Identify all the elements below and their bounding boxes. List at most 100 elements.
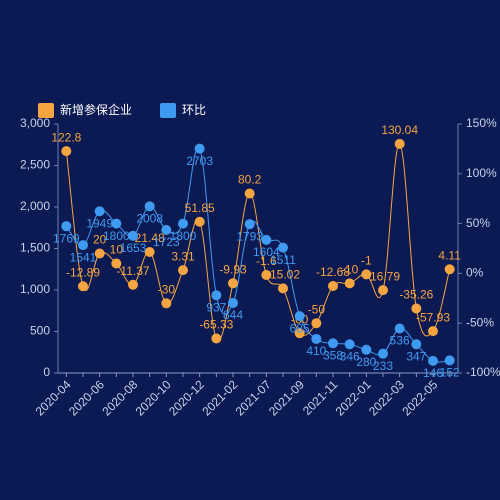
point — [294, 311, 305, 322]
point — [428, 355, 438, 366]
y-tick-label: 2,000 — [20, 199, 50, 213]
data-label: 10 — [110, 243, 124, 257]
point — [111, 218, 122, 229]
point — [361, 269, 372, 280]
legend-swatch — [160, 103, 177, 118]
point — [311, 333, 322, 344]
point — [211, 290, 222, 301]
point — [144, 201, 155, 212]
point — [178, 265, 188, 276]
data-label: 80.2 — [238, 173, 262, 187]
data-label: 1800 — [170, 229, 197, 243]
data-label: -65.33 — [199, 318, 233, 332]
point — [411, 339, 422, 350]
point — [344, 339, 355, 350]
point — [161, 298, 172, 309]
point — [228, 278, 238, 289]
data-label: 1541 — [70, 250, 97, 264]
point — [278, 283, 288, 294]
data-label: -12.89 — [66, 265, 100, 279]
y2-tick-label: 50% — [466, 216, 490, 230]
point — [444, 355, 455, 366]
data-label: 1949 — [86, 216, 113, 230]
data-label: -11.37 — [116, 264, 149, 278]
point — [378, 285, 388, 296]
data-label: -1 — [361, 254, 372, 268]
data-label: 146 — [423, 366, 443, 380]
y-tick-label: 500 — [30, 324, 50, 338]
data-label: 21.48 — [135, 231, 165, 245]
point — [428, 326, 438, 337]
data-label: -12.68 — [316, 265, 350, 279]
data-label: 4.11 — [438, 248, 461, 262]
data-label: 122.8 — [51, 130, 81, 144]
point — [311, 318, 322, 329]
data-label: 2008 — [136, 212, 163, 226]
point — [261, 269, 272, 280]
data-label: 410 — [306, 344, 326, 358]
point — [94, 206, 105, 217]
data-label: 1723 — [153, 235, 180, 249]
point — [328, 338, 338, 349]
data-label: 844 — [223, 308, 243, 322]
data-label: -57.93 — [416, 310, 450, 324]
y2-tick-label: 100% — [466, 166, 497, 180]
point — [61, 221, 72, 232]
data-label: 347 — [406, 349, 426, 363]
data-label: 1800 — [103, 229, 130, 243]
x-tick-label: 2022-05 — [399, 377, 440, 418]
point — [161, 224, 172, 235]
point — [178, 218, 188, 229]
y2-tick-label: -50% — [466, 315, 494, 329]
data-label: 1769 — [53, 231, 80, 245]
data-label: 130.04 — [381, 123, 418, 137]
point — [111, 258, 122, 269]
data-label: 346 — [340, 349, 360, 363]
y2-tick-label: 150% — [466, 116, 497, 130]
point — [328, 281, 338, 292]
x-tick-label: 2021-07 — [233, 377, 274, 418]
y-tick-label: 2,500 — [20, 158, 50, 172]
x-tick-label: 2020-12 — [166, 377, 207, 418]
point — [78, 281, 88, 292]
data-label: 685 — [290, 321, 310, 335]
point — [78, 240, 88, 251]
x-tick-label: 2020-10 — [133, 377, 174, 418]
data-label: 3.31 — [171, 249, 195, 263]
point — [261, 234, 272, 245]
point — [194, 216, 205, 227]
data-label: 1653 — [120, 241, 147, 255]
data-label: -15.02 — [266, 268, 300, 282]
point — [294, 328, 305, 339]
legend-label: 新增参保企业 — [60, 102, 132, 117]
point — [211, 333, 222, 344]
point — [244, 219, 255, 230]
point — [361, 344, 372, 355]
data-label: -9.93 — [219, 262, 247, 276]
point — [394, 138, 405, 149]
data-label: -50 — [308, 302, 326, 316]
point — [444, 264, 455, 275]
point — [128, 230, 138, 241]
x-tick-label: 2022-01 — [333, 377, 374, 418]
data-label: -35.26 — [399, 288, 433, 302]
y-tick-label: 1,000 — [20, 282, 50, 296]
legend-label: 环比 — [182, 103, 206, 117]
y2-tick-label: -100% — [466, 365, 500, 379]
point — [378, 348, 388, 359]
point — [278, 242, 288, 253]
legend-swatch — [38, 103, 54, 118]
point — [411, 303, 422, 314]
point — [228, 297, 238, 308]
data-label: -16.79 — [366, 269, 400, 283]
y-tick-label: 0 — [43, 365, 50, 379]
data-label: 20 — [93, 233, 107, 247]
point — [394, 323, 405, 334]
data-label: -10 — [341, 263, 359, 277]
y2-tick-label: 0% — [466, 266, 484, 280]
data-label: 280 — [356, 355, 376, 369]
data-label: 536 — [390, 334, 410, 348]
data-label: 2703 — [186, 154, 213, 168]
data-label: 1511 — [270, 253, 296, 267]
